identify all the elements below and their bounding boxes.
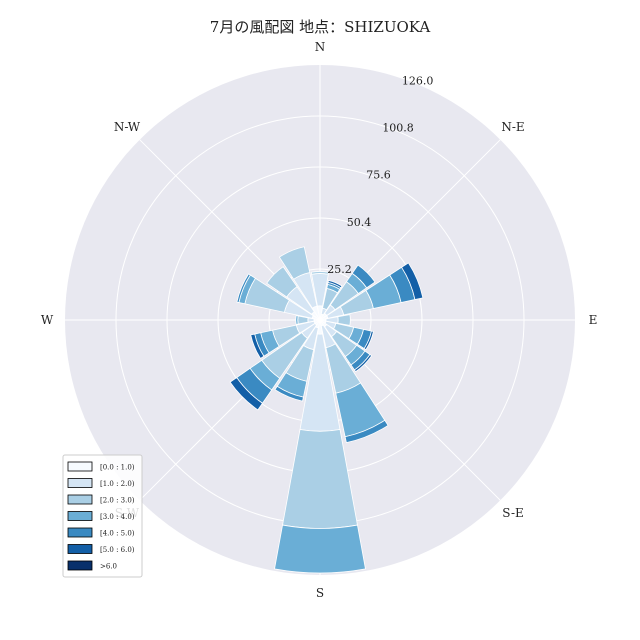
legend-swatch bbox=[67, 478, 93, 488]
direction-label-e: E bbox=[589, 313, 598, 327]
legend-label: [3.0 : 4.0) bbox=[100, 513, 135, 521]
legend-swatch bbox=[67, 511, 93, 521]
wedge-ene-bin-5 bbox=[401, 262, 424, 301]
legend-swatch bbox=[67, 560, 93, 571]
wedge-wsw-bin-5 bbox=[250, 333, 265, 359]
direction-label-n-e: N-E bbox=[501, 120, 524, 134]
radial-tick-label: 25.2 bbox=[327, 263, 352, 276]
legend-swatch bbox=[67, 544, 93, 554]
legend: [0.0 : 1.0) [1.0 : 2.0) [2.0 : 3.0) [3.0 : … bbox=[62, 454, 143, 578]
wedge-nne-bin-5 bbox=[327, 279, 343, 289]
direction-label-n: N bbox=[315, 40, 326, 54]
radial-tick-label: 50.4 bbox=[347, 216, 372, 229]
direction-label-n-w: N-W bbox=[114, 120, 141, 134]
wedge-ne-bin-4 bbox=[351, 264, 376, 289]
wedge-nw-bin-2 bbox=[266, 266, 298, 298]
wedge-e-bin-2 bbox=[337, 314, 351, 326]
radial-tick-label: 100.8 bbox=[382, 122, 414, 135]
wedge-n-bin-2 bbox=[310, 271, 330, 275]
direction-label-s-e: S-E bbox=[502, 506, 523, 520]
wedge-wnw-bin-4 bbox=[236, 273, 251, 304]
wedge-sse-bin-4 bbox=[344, 419, 389, 444]
wedge-s-bin-3 bbox=[274, 524, 366, 574]
legend-swatch bbox=[67, 461, 93, 472]
wedge-sw-bin-5 bbox=[229, 376, 264, 411]
chart-title: 7月の風配図 地点：SHIZUOKA bbox=[209, 18, 431, 36]
wedge-layer bbox=[229, 246, 424, 574]
legend-swatch bbox=[67, 527, 93, 538]
direction-label-w: W bbox=[41, 313, 54, 327]
radial-tick-label: 75.6 bbox=[366, 169, 391, 182]
wedge-ssw-bin-4 bbox=[274, 385, 304, 402]
legend-swatch bbox=[67, 494, 93, 505]
legend-label: [2.0 : 3.0) bbox=[100, 497, 135, 505]
wedge-nnw-bin-2 bbox=[278, 246, 311, 280]
legend-label: >6.0 bbox=[100, 563, 117, 571]
wedge-ese-bin-5 bbox=[363, 330, 374, 351]
radial-tick-label: 126.0 bbox=[402, 74, 434, 87]
wedge-w-bin-3 bbox=[295, 315, 299, 325]
wedge-se-bin-5 bbox=[353, 353, 373, 373]
legend-label: [1.0 : 2.0) bbox=[100, 480, 135, 488]
legend-label: [0.0 : 1.0) bbox=[100, 464, 135, 472]
direction-label-s: S bbox=[316, 586, 324, 600]
legend-label: [5.0 : 6.0) bbox=[100, 546, 135, 554]
legend-label: [4.0 : 5.0) bbox=[100, 530, 135, 538]
